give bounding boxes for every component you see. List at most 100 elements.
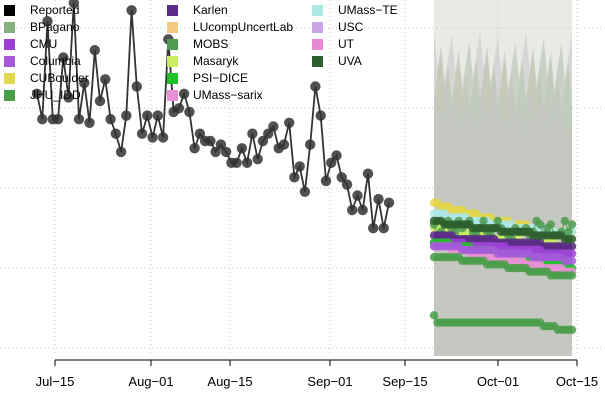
forecast-point [493,216,502,226]
legend-item: UMass−TE [312,3,398,17]
reported-point [110,128,122,139]
reported-point [247,128,258,139]
reported-point [310,81,321,92]
legend-item: Columbia [4,54,81,68]
legend-item: BPagano [4,20,80,34]
legend-swatch [312,22,323,33]
legend-swatch [167,56,178,67]
reported-point [31,88,43,100]
reported-point [115,146,127,158]
reported-point [84,117,95,128]
legend-item: UT [312,37,355,51]
reported-point [131,81,142,92]
grid [0,0,605,356]
forecast-series-10 [429,242,577,265]
reported-point [320,175,332,187]
reported-series [31,0,395,234]
legend-swatch [4,39,15,50]
x-tick-label: Oct−15 [556,374,598,389]
reported-point [289,172,300,183]
legend-item: UMass−sarix [167,88,263,102]
forecast-point [479,216,488,226]
forecast-point [536,220,545,229]
legend-label: UVA [338,54,362,68]
reported-point [42,16,53,27]
forecast-point [546,220,555,229]
legend-item: UVA [312,54,362,68]
reported-point [284,117,295,128]
reported-point [184,106,195,118]
legend-swatch [4,5,15,16]
legend-item: MOBS [167,37,228,51]
reported-point [378,223,389,234]
reported-point [357,204,368,216]
legend-item: CUBoulder [4,71,89,85]
legend-item: Masaryk [167,54,239,68]
forecast-series-9 [429,253,577,280]
reported-point [105,114,116,125]
legend: Reported BPagano CMU Columbia CUBoulder JHU_I… [4,3,398,102]
reported-point [278,139,290,150]
x-tick-label: Aug−15 [207,374,252,389]
legend-swatch [4,90,15,101]
legend-label: Reported [30,3,79,17]
legend-swatch [167,22,178,33]
legend-label: UMass−TE [338,3,398,17]
legend-swatch [167,73,178,84]
reported-point [368,223,379,234]
x-tick-label: Jul−15 [36,374,75,389]
x-tick-label: Oct−01 [477,374,519,389]
reported-point [315,110,326,121]
reported-point [299,186,311,197]
forecast-point [567,242,577,251]
x-tick-label: Sep−01 [307,374,352,389]
reported-point [268,121,279,132]
forecast-bands [434,0,572,356]
reported-point [294,161,305,172]
legend-label: CUBoulder [30,71,89,85]
legend-swatch [167,5,178,16]
x-tick-label: Sep−15 [382,374,427,389]
reported-point [100,74,111,85]
reported-point [79,77,90,89]
reported-point [189,143,200,154]
legend-label: UMass−sarix [193,88,263,102]
reported-point [263,128,274,139]
forecast-band-4 [434,78,572,356]
legend-swatch [4,56,15,67]
forecast-point [429,311,439,320]
forecast-band-3 [434,66,572,356]
legend-item: LUcompUncertLab [167,20,293,34]
reported-point [215,139,227,150]
legend-label: Karlen [193,3,228,17]
reported-point [178,88,190,100]
x-tick-label: Aug−01 [128,374,173,389]
reported-point [37,114,48,125]
reported-point [136,128,148,139]
reported-point [373,193,384,205]
reported-point [152,110,163,121]
reported-point [331,150,342,161]
legend-label: JHU_IDD [30,88,81,102]
forecast-region [434,0,572,356]
legend-swatch [312,56,323,67]
legend-item: USC [312,20,364,34]
reported-point [147,132,158,143]
reported-point [173,103,185,114]
legend-label: Columbia [30,54,81,68]
legend-item: CMU [4,37,57,51]
forecast-series [429,198,577,334]
forecast-series-baseline [429,311,577,334]
reported-point [362,168,374,179]
reported-point [194,128,206,139]
reported-point [305,139,316,150]
reported-point [347,204,358,216]
reported-point [121,110,132,121]
forecast-point [567,220,577,229]
forecast-point [567,234,577,244]
reported-point [336,172,347,183]
reported-point [63,92,74,103]
legend-label: LUcompUncertLab [193,20,293,34]
reported-point [241,157,253,168]
